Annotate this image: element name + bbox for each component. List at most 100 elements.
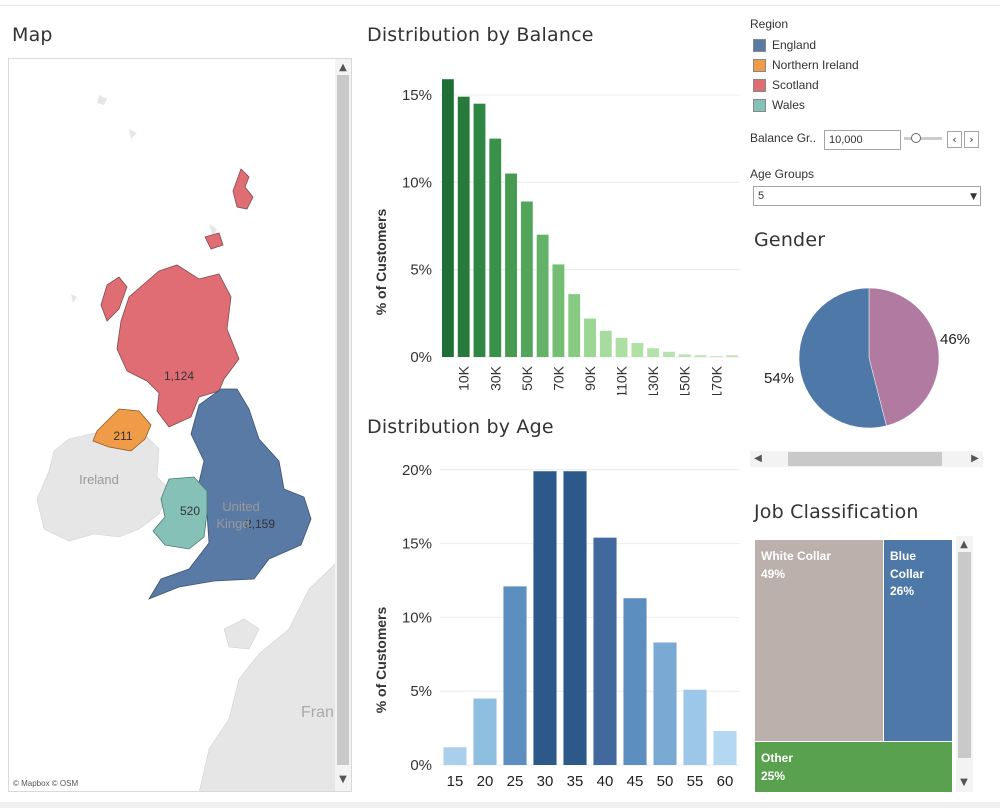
- treemap-scroll-thumb[interactable]: [958, 552, 971, 758]
- legend-label: Scotland: [772, 78, 819, 92]
- bar-30K[interactable]: [489, 138, 502, 357]
- y-tick-label: 5%: [410, 262, 432, 279]
- x-tick-label: 110K: [614, 365, 630, 395]
- x-tick-label: 10K: [456, 365, 472, 391]
- treemap-name: Blue: [890, 549, 917, 563]
- job-title: Job Classification: [754, 501, 919, 523]
- treemap-name-line2: Collar: [890, 566, 925, 581]
- legend-swatch: [753, 98, 766, 112]
- bar-age-15[interactable]: [443, 747, 467, 765]
- chevron-right-icon: ›: [969, 133, 974, 146]
- map-label-ireland: Ireland: [79, 472, 119, 487]
- treemap-scrollbar[interactable]: ▲ ▼: [956, 536, 973, 792]
- balance-group-input[interactable]: 10,000: [824, 130, 901, 150]
- bar-80K[interactable]: [568, 294, 581, 357]
- bar-20K[interactable]: [473, 103, 486, 357]
- bar-40K[interactable]: [505, 173, 517, 357]
- island-outline: [209, 224, 217, 237]
- pie-slice-46%[interactable]: [868, 287, 940, 427]
- map-label-uk2: Kingd: [216, 516, 249, 531]
- x-tick-label: 130K: [645, 365, 661, 395]
- treemap-name: Other: [761, 751, 794, 765]
- bar-age-55[interactable]: [683, 689, 707, 765]
- y-tick-label: 0%: [410, 757, 432, 774]
- bar-60K[interactable]: [536, 234, 549, 357]
- bar-170K[interactable]: [710, 356, 723, 357]
- pie-slice-54%[interactable]: [798, 287, 887, 429]
- bar-160K[interactable]: [694, 355, 707, 357]
- bar-age-35[interactable]: [563, 471, 587, 765]
- bar-age-60[interactable]: [713, 731, 737, 765]
- scroll-up-icon[interactable]: ▲: [339, 62, 347, 73]
- bar-age-25[interactable]: [503, 586, 527, 765]
- age-groups-dropdown[interactable]: 5 ▼: [753, 186, 981, 206]
- scroll-up-icon[interactable]: ▲: [960, 539, 968, 550]
- europe-landmass: [199, 559, 351, 791]
- bar-100K[interactable]: [599, 330, 612, 357]
- x-tick-label: 40: [597, 773, 614, 790]
- map-label-wales: 520: [180, 504, 200, 518]
- treemap-cell-white-collar[interactable]: White Collar 49%: [755, 540, 883, 741]
- legend-title: Region: [750, 17, 789, 31]
- treemap-pct: 49%: [761, 566, 786, 581]
- x-tick-label: 150K: [677, 365, 693, 395]
- bar-130K[interactable]: [647, 348, 660, 357]
- legend-item-wales[interactable]: Wales: [753, 97, 805, 113]
- x-tick-label: 170K: [708, 365, 724, 395]
- x-tick-label: 60: [717, 773, 734, 790]
- age-ylabel: % of Customers: [373, 607, 389, 714]
- bar-age-20[interactable]: [473, 698, 497, 765]
- scroll-down-icon[interactable]: ▼: [960, 777, 968, 788]
- balance-slider-handle[interactable]: [911, 133, 921, 143]
- balance-next-button[interactable]: ›: [964, 131, 979, 148]
- map-scrollbar[interactable]: ▲ ▼: [335, 59, 351, 791]
- bar-age-40[interactable]: [593, 537, 617, 765]
- x-tick-label: 55: [687, 773, 704, 790]
- map-canvas[interactable]: 1,124 211 520 2,159 Ireland United Kingd…: [9, 59, 352, 792]
- region-scotland-shetland: [232, 168, 254, 210]
- age-groups-label: Age Groups: [750, 167, 815, 181]
- treemap-cell-other[interactable]: Other 25%: [755, 742, 952, 792]
- channel-islands: [223, 618, 260, 650]
- region-scotland-hebrides: [100, 276, 128, 322]
- job-treemap: White Collar 49% Blue Collar 26% Other 2…: [755, 540, 952, 792]
- bar-120K[interactable]: [631, 343, 644, 357]
- bar-age-45[interactable]: [623, 598, 647, 765]
- bar-10K[interactable]: [457, 96, 470, 357]
- region-scotland-orkney: [204, 232, 224, 250]
- map-scroll-thumb[interactable]: [337, 75, 349, 765]
- bar-110K[interactable]: [615, 337, 628, 357]
- balance-slider-track[interactable]: [904, 137, 942, 140]
- bar-140K[interactable]: [663, 351, 675, 357]
- gender-scroll-thumb[interactable]: [788, 452, 942, 466]
- map-label-england: 2,159: [245, 517, 275, 531]
- map-label-ni: 211: [113, 429, 132, 443]
- scroll-right-icon[interactable]: ▶: [971, 453, 979, 464]
- region-wales: [152, 476, 208, 550]
- legend-item-scotland[interactable]: Scotland: [753, 77, 819, 93]
- legend-item-england[interactable]: England: [753, 37, 816, 53]
- legend-label: England: [772, 38, 817, 52]
- legend-item-northern-ireland[interactable]: Northern Ireland: [753, 57, 859, 73]
- gender-hscrollbar[interactable]: ◀ ▶: [750, 451, 983, 467]
- chevron-down-icon: ▼: [970, 192, 977, 202]
- treemap-cell-blue-collar[interactable]: Blue Collar 26%: [884, 540, 952, 741]
- x-tick-label: 50: [657, 773, 674, 790]
- map-view[interactable]: 1,124 211 520 2,159 Ireland United Kingd…: [8, 58, 352, 792]
- bar-180K[interactable]: [726, 355, 739, 357]
- bar-70K[interactable]: [552, 264, 565, 357]
- bar-150K[interactable]: [678, 354, 691, 357]
- legend-label: Wales: [772, 98, 805, 112]
- bar-90K[interactable]: [584, 318, 596, 357]
- bar-0K[interactable]: [441, 79, 454, 357]
- balance-prev-button[interactable]: ‹: [947, 131, 962, 148]
- bar-age-50[interactable]: [653, 642, 677, 765]
- bar-age-30[interactable]: [533, 471, 557, 765]
- bar-50K[interactable]: [520, 201, 533, 357]
- map-label-uk1: United: [222, 499, 260, 514]
- balance-ylabel: % of Customers: [373, 209, 389, 316]
- scroll-down-icon[interactable]: ▼: [339, 774, 347, 785]
- legend-swatch: [753, 58, 766, 72]
- x-tick-label: 15: [447, 773, 464, 790]
- scroll-left-icon[interactable]: ◀: [754, 453, 762, 464]
